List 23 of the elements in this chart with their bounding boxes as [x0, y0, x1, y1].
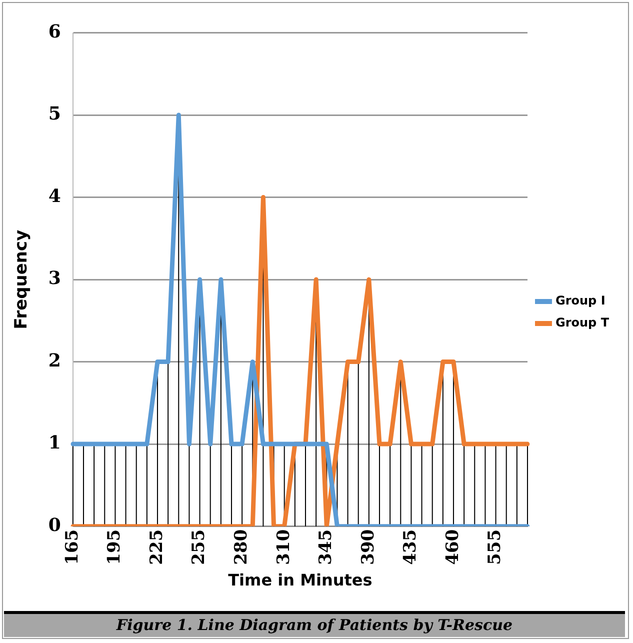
x-tick-label: 255 [189, 529, 210, 565]
x-tick-label: 280 [231, 529, 252, 565]
x-tick-label: 390 [358, 529, 378, 565]
x-tick-label: 345 [316, 529, 336, 565]
x-axis-title: Time in Minutes [228, 570, 372, 590]
x-tick-label: 460 [442, 529, 463, 565]
x-tick-label: 195 [104, 529, 125, 565]
caption: Figure 1. Line Diagram of Patients by T-Rescue [4, 611, 625, 637]
legend-label: Group I [555, 294, 606, 308]
legend-label: Group T [555, 316, 610, 330]
y-tick-label: 1 [48, 432, 61, 454]
y-tick-label: 2 [48, 350, 61, 372]
x-tick-label: 225 [146, 529, 167, 565]
x-tick-label: 435 [400, 529, 421, 565]
y-tick-label: 5 [48, 104, 61, 125]
y-tick-label: 6 [48, 21, 61, 42]
y-tick-label: 0 [48, 514, 61, 536]
y-tick-label: 3 [48, 268, 61, 290]
x-tick-label: 555 [485, 529, 506, 565]
x-tick-label: 165 [62, 529, 82, 565]
x-tick-label: 310 [274, 529, 294, 565]
y-tick-label: 4 [48, 186, 61, 207]
y-axis-title: Frequency [12, 230, 32, 330]
